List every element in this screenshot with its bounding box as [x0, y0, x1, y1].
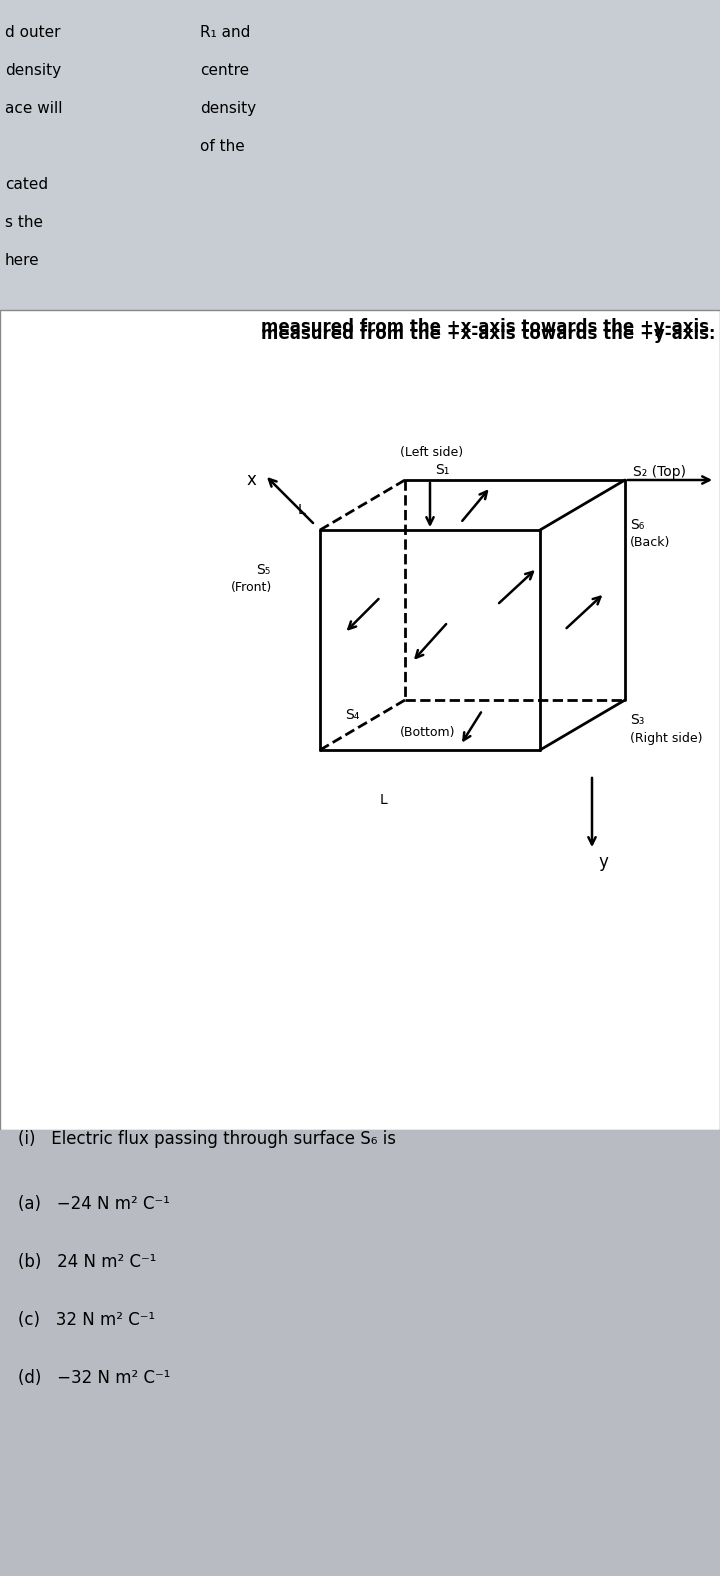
Text: R₁ and: R₁ and — [200, 25, 251, 39]
Bar — [0, 1130, 720, 1576]
Text: s the: s the — [5, 214, 43, 230]
Text: (d)   −32 N m² C⁻¹: (d) −32 N m² C⁻¹ — [18, 1370, 171, 1387]
Text: S₁: S₁ — [435, 463, 449, 478]
Text: (Right side): (Right side) — [630, 731, 703, 744]
Text: (a)   −24 N m² C⁻¹: (a) −24 N m² C⁻¹ — [18, 1195, 170, 1214]
Text: S₆: S₆ — [630, 519, 644, 533]
Text: measured from the +x-axis towards the +y-axis.: measured from the +x-axis towards the +y… — [261, 318, 715, 336]
Text: here: here — [5, 254, 40, 268]
Text: (b)   24 N m² C⁻¹: (b) 24 N m² C⁻¹ — [18, 1253, 156, 1270]
Text: S₃: S₃ — [630, 712, 644, 727]
Text: density: density — [200, 101, 256, 117]
Text: density: density — [5, 63, 61, 77]
Text: measured from the +x-axis towards the +y-axis.: measured from the +x-axis towards the +y… — [261, 325, 715, 344]
Text: (Bottom): (Bottom) — [400, 725, 456, 739]
Text: S₂ (Top): S₂ (Top) — [633, 465, 686, 479]
Text: (i)   Electric flux passing through surface S₆ is: (i) Electric flux passing through surfac… — [18, 1130, 396, 1147]
Text: L: L — [297, 503, 305, 517]
Text: (c)   32 N m² C⁻¹: (c) 32 N m² C⁻¹ — [18, 1311, 155, 1329]
Text: x: x — [246, 471, 256, 489]
Text: y: y — [598, 853, 608, 872]
Text: S₅: S₅ — [256, 563, 270, 577]
Text: of the: of the — [200, 139, 245, 154]
Bar — [0, 0, 720, 310]
Bar — [0, 310, 720, 1130]
Text: (Left side): (Left side) — [400, 446, 463, 459]
Text: S₄: S₄ — [346, 708, 360, 722]
Text: (Back): (Back) — [630, 536, 670, 548]
Text: centre: centre — [200, 63, 249, 77]
Text: cated: cated — [5, 177, 48, 192]
Text: d outer: d outer — [5, 25, 60, 39]
Text: ace will: ace will — [5, 101, 63, 117]
Text: L: L — [379, 793, 387, 807]
Text: (Front): (Front) — [230, 580, 272, 594]
